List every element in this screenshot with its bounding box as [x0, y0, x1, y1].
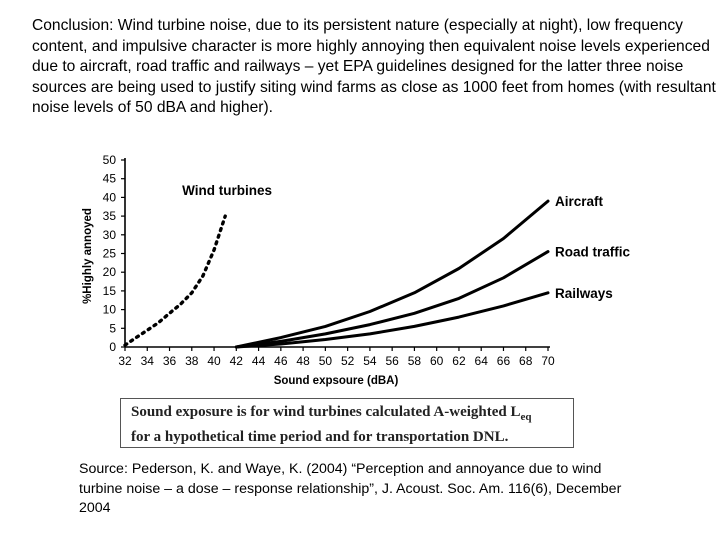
- x-axis-title: Sound expsoure (dBA): [274, 375, 399, 387]
- y-tick-label: 50: [103, 153, 117, 167]
- series-label: Aircraft: [555, 194, 604, 209]
- x-tick-label: 50: [319, 354, 333, 368]
- y-tick-label: 10: [103, 303, 117, 317]
- y-tick-label: 15: [103, 284, 117, 298]
- y-axis: 0 5 10 15 20 25 30 35 40 45 50: [103, 153, 126, 354]
- x-tick-label: 38: [185, 354, 199, 368]
- x-tick-label: 32: [118, 354, 132, 368]
- conclusion-text: Conclusion: Wind turbine noise, due to i…: [32, 17, 716, 116]
- x-tick-label: 58: [408, 354, 422, 368]
- y-tick-label: 5: [109, 321, 116, 335]
- x-tick-label: 64: [475, 354, 489, 368]
- series-line: [234, 250, 550, 349]
- x-tick-label: 56: [385, 354, 399, 368]
- series-label: Railways: [555, 286, 613, 301]
- x-tick-label: 62: [452, 354, 466, 368]
- x-tick-label: 54: [363, 354, 377, 368]
- x-tick-label: 66: [497, 354, 511, 368]
- series-line: [234, 291, 550, 349]
- x-axis: 32 34 36 38 40 42 44 46 48 50 52 54 56 58 60 62 64 66 68 70: [118, 346, 555, 368]
- series-label: Wind turbines: [182, 183, 272, 198]
- methodology-note: Sound exposure is for wind turbines calc…: [120, 398, 574, 448]
- x-tick-label: 52: [341, 354, 355, 368]
- note-line-1: Sound exposure is for wind turbines calc…: [131, 402, 563, 427]
- y-tick-label: 30: [103, 228, 117, 242]
- x-tick-label: 42: [230, 354, 244, 368]
- note-line-1-subscript: eq: [520, 411, 532, 423]
- y-tick-label: 25: [103, 247, 117, 261]
- y-tick-label: 0: [109, 340, 116, 354]
- x-tick-label: 46: [274, 354, 288, 368]
- series-line: [123, 214, 227, 347]
- x-tick-label: 34: [141, 354, 155, 368]
- x-tick-label: 44: [252, 354, 266, 368]
- series-labels: Wind turbines Aircraft Road traffic Railway…: [182, 183, 630, 301]
- x-tick-label: 68: [519, 354, 533, 368]
- note-line-1-text: Sound exposure is for wind turbines calc…: [131, 404, 521, 420]
- y-tick-label: 35: [103, 209, 117, 223]
- x-tick-label: 40: [207, 354, 221, 368]
- series-line: [234, 199, 550, 349]
- x-tick-label: 60: [430, 354, 444, 368]
- x-tick-label: 48: [296, 354, 310, 368]
- x-tick-label: 70: [541, 354, 555, 368]
- y-axis-title: %Highly annoyed: [82, 208, 94, 304]
- y-tick-label: 40: [103, 190, 117, 204]
- series-lines: [123, 199, 550, 349]
- x-tick-label: 36: [163, 354, 177, 368]
- series-label: Road traffic: [555, 245, 631, 260]
- y-tick-label: 20: [103, 265, 117, 279]
- y-tick-label: 45: [103, 172, 117, 186]
- source-citation: Source: Pederson, K. and Waye, K. (2004)…: [79, 461, 622, 517]
- note-line-2: for a hypothetical time period and for t…: [131, 429, 509, 445]
